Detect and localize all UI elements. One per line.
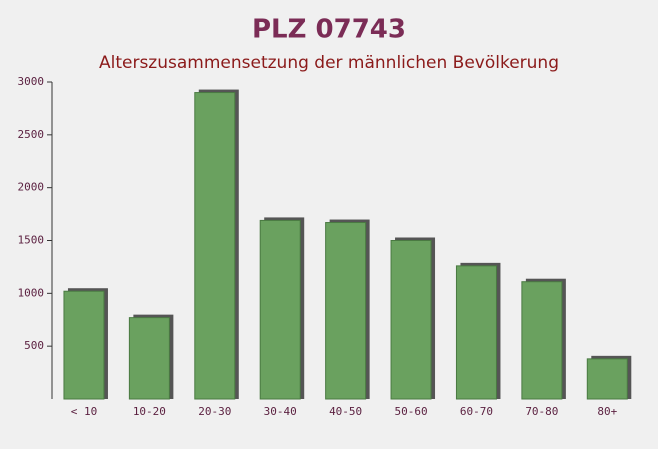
chart-title: PLZ 07743 (252, 15, 406, 45)
bar (128, 317, 170, 400)
x-tick-label: 60-70 (460, 405, 493, 418)
bar (390, 240, 432, 400)
y-tick-label: 2500 (18, 128, 45, 141)
bar (455, 265, 497, 400)
y-tick-label: 1000 (18, 286, 45, 299)
x-tick-label: 70-80 (525, 405, 558, 418)
bar (325, 222, 367, 400)
bar (259, 219, 301, 400)
y-tick-label: 500 (24, 339, 44, 352)
y-tick-label: 3000 (18, 75, 45, 88)
chart-subtitle: Alterszusammensetzung der männlichen Bev… (99, 53, 559, 73)
x-tick-label: < 10 (71, 405, 98, 418)
x-tick-label: 10-20 (133, 405, 166, 418)
y-tick-label: 1500 (18, 234, 45, 247)
bar (63, 290, 105, 400)
y-tick-label: 2000 (18, 181, 45, 194)
bar (521, 281, 563, 400)
x-tick-label: 40-50 (329, 405, 362, 418)
x-tick-label: 30-40 (264, 405, 297, 418)
x-tick-label: 50-60 (394, 405, 427, 418)
bar (194, 92, 236, 400)
bar (586, 358, 628, 400)
x-tick-label: 20-30 (198, 405, 231, 418)
x-tick-label: 80+ (597, 405, 617, 418)
